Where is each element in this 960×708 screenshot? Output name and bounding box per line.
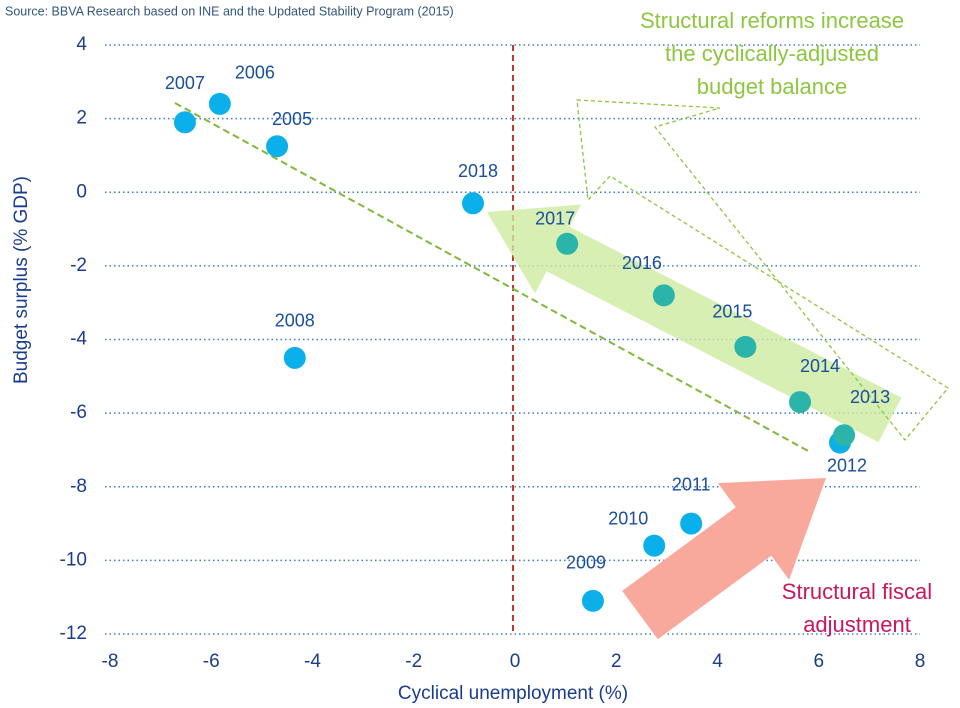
annotations: Structural reforms increase the cyclicall…	[640, 8, 932, 637]
point	[581, 589, 604, 612]
annotation: Structural fiscal	[782, 579, 932, 604]
point	[173, 111, 196, 134]
point-label: 2017	[535, 209, 575, 229]
points: 2005 2006 2007 2008 2009 2010 2011 2012 2013 2014…	[165, 63, 890, 612]
source: Source: BBVA Research based on INE and t…	[5, 4, 454, 18]
annotation: budget balance	[697, 74, 847, 99]
trend-line	[174, 102, 811, 453]
point	[680, 512, 703, 535]
point-label: 2010	[608, 508, 648, 528]
y-tick-label: 2	[76, 108, 87, 129]
x-tick-label: -2	[405, 651, 422, 672]
point-label: 2015	[712, 302, 752, 322]
y-tick-label: -12	[60, 623, 87, 644]
point-label: 2013	[850, 387, 890, 407]
fiscal-arrow	[622, 478, 826, 640]
x-tick-label: 6	[813, 651, 824, 672]
point	[643, 534, 666, 557]
annotation: Structural reforms increase	[640, 8, 904, 33]
point	[833, 424, 856, 447]
y-axis-label: Budget surplus (% GDP)	[11, 176, 32, 384]
y-tick-label: 0	[76, 181, 87, 202]
point-label: 2016	[622, 253, 662, 273]
x-axis-label: Cyclical unemployment (%)	[398, 683, 628, 704]
point-label: 2005	[272, 109, 312, 129]
annotation: adjustment	[803, 612, 911, 637]
point	[734, 335, 757, 358]
y-tick-label: -6	[70, 402, 87, 423]
point-label: 2008	[275, 311, 315, 331]
y-tick-label: -10	[60, 549, 87, 570]
y-tick-label: -8	[70, 476, 87, 497]
point	[283, 346, 306, 369]
point-label: 2007	[165, 73, 205, 93]
point-label: 2012	[827, 455, 867, 475]
reform-arrow	[487, 204, 902, 443]
point-label: 2018	[458, 161, 498, 181]
x-tick-label: 8	[915, 651, 926, 672]
point	[556, 232, 579, 255]
x-tick-label: -4	[304, 651, 321, 672]
x-tick-label: 4	[712, 651, 723, 672]
x-tick-label: -6	[203, 651, 220, 672]
point-label: 2006	[235, 63, 275, 83]
point-label: 2014	[800, 356, 840, 376]
point	[266, 135, 289, 158]
grid: -12 -10 -8 -6 -4 -2 0 2 4 -8 -6 -4 -2 0 2 4 6 8	[60, 34, 926, 672]
point	[461, 192, 484, 215]
point-label: 2011	[672, 474, 711, 494]
point	[652, 284, 675, 307]
x-tick-label: -8	[102, 651, 119, 672]
x-tick-label: 2	[611, 651, 622, 672]
y-tick-label: -2	[70, 255, 87, 276]
point	[789, 391, 812, 414]
y-tick-label: -4	[70, 329, 87, 350]
point	[208, 92, 231, 115]
annotation: the cyclically-adjusted	[665, 41, 879, 66]
point-label: 2009	[566, 553, 606, 573]
y-tick-label: 4	[76, 34, 87, 55]
reform-outline	[576, 99, 949, 442]
x-tick-label: 0	[510, 651, 521, 672]
